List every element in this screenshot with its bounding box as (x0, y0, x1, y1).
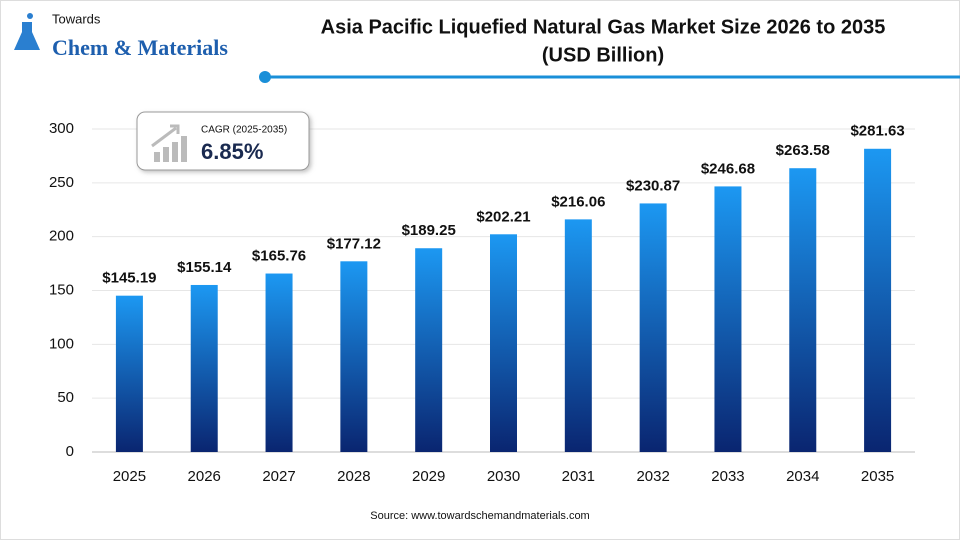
value-label: $155.14 (177, 259, 232, 276)
x-tick-label: 2031 (562, 468, 595, 485)
bar (789, 168, 817, 452)
cagr-value: 6.85% (201, 139, 263, 164)
x-tick-label: 2034 (786, 468, 819, 485)
y-tick-label: 50 (57, 389, 74, 406)
bar (564, 219, 592, 452)
x-tick-label: 2028 (337, 468, 370, 485)
chart-title: Asia Pacific Liquefied Natural Gas Marke… (321, 16, 886, 38)
y-tick-label: 200 (49, 228, 74, 245)
bar (265, 273, 293, 452)
x-tick-label: 2026 (188, 468, 221, 485)
bar (190, 284, 218, 452)
header-dot (259, 71, 271, 83)
bar (639, 203, 667, 452)
value-label: $177.12 (327, 235, 381, 252)
chart-subtitle: (USD Billion) (542, 44, 664, 66)
value-label: $202.21 (476, 208, 530, 225)
x-tick-label: 2027 (262, 468, 295, 485)
x-tick-label: 2032 (636, 468, 669, 485)
value-label: $165.76 (252, 248, 306, 265)
bar (490, 234, 517, 452)
value-label: $281.63 (850, 123, 904, 140)
y-tick-label: 300 (49, 120, 74, 137)
bar (340, 261, 368, 452)
value-label: $216.06 (551, 193, 605, 210)
cagr-box: CAGR (2025-2035) 6.85% (136, 111, 310, 171)
value-label: $246.68 (701, 160, 755, 177)
source: Source: www.towardschemandmaterials.com (370, 510, 589, 522)
value-label: $263.58 (776, 142, 830, 159)
value-label: $145.19 (102, 270, 156, 287)
value-label: $230.87 (626, 177, 680, 194)
value-label: $189.25 (402, 222, 456, 239)
x-tick-label: 2030 (487, 468, 520, 485)
bar (415, 248, 443, 452)
logo: Towards Chem & Materials (14, 11, 228, 60)
bar (714, 186, 742, 452)
y-tick-label: 250 (49, 174, 74, 191)
logo-text: Chem & Materials (52, 35, 228, 60)
y-tick-label: 0 (66, 443, 74, 460)
y-tick-label: 150 (49, 281, 74, 298)
x-tick-label: 2035 (861, 468, 894, 485)
bar (864, 148, 892, 452)
bar (115, 295, 143, 452)
x-tick-label: 2033 (711, 468, 744, 485)
logo-text: Towards (52, 11, 101, 26)
x-tick-label: 2029 (412, 468, 445, 485)
cagr-label: CAGR (2025-2035) (201, 125, 287, 136)
x-tick-label: 2025 (113, 468, 146, 485)
y-tick-label: 100 (49, 335, 74, 352)
